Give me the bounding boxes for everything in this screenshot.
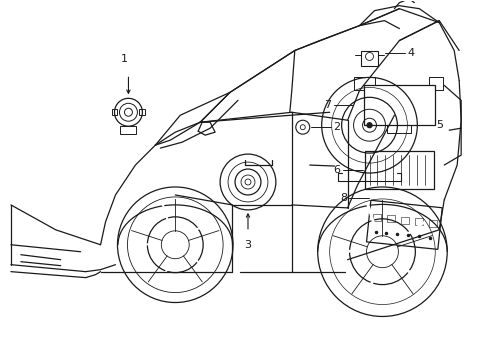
Bar [428,220,436,227]
Bar [120,126,136,134]
Bar [414,219,422,225]
Text: 7: 7 [324,100,331,110]
Text: 5: 5 [435,120,442,130]
Bar [400,217,408,224]
Text: 1: 1 [121,54,128,64]
Text: 8: 8 [339,193,346,203]
Text: 2: 2 [332,122,339,132]
Circle shape [366,123,371,128]
Text: 4: 4 [407,49,414,58]
Bar [363,85,434,125]
Bar [372,214,380,221]
Bar [364,151,433,189]
Text: 3: 3 [244,240,251,250]
Text: 6: 6 [333,165,340,175]
Bar [360,50,378,67]
Bar [386,215,394,222]
